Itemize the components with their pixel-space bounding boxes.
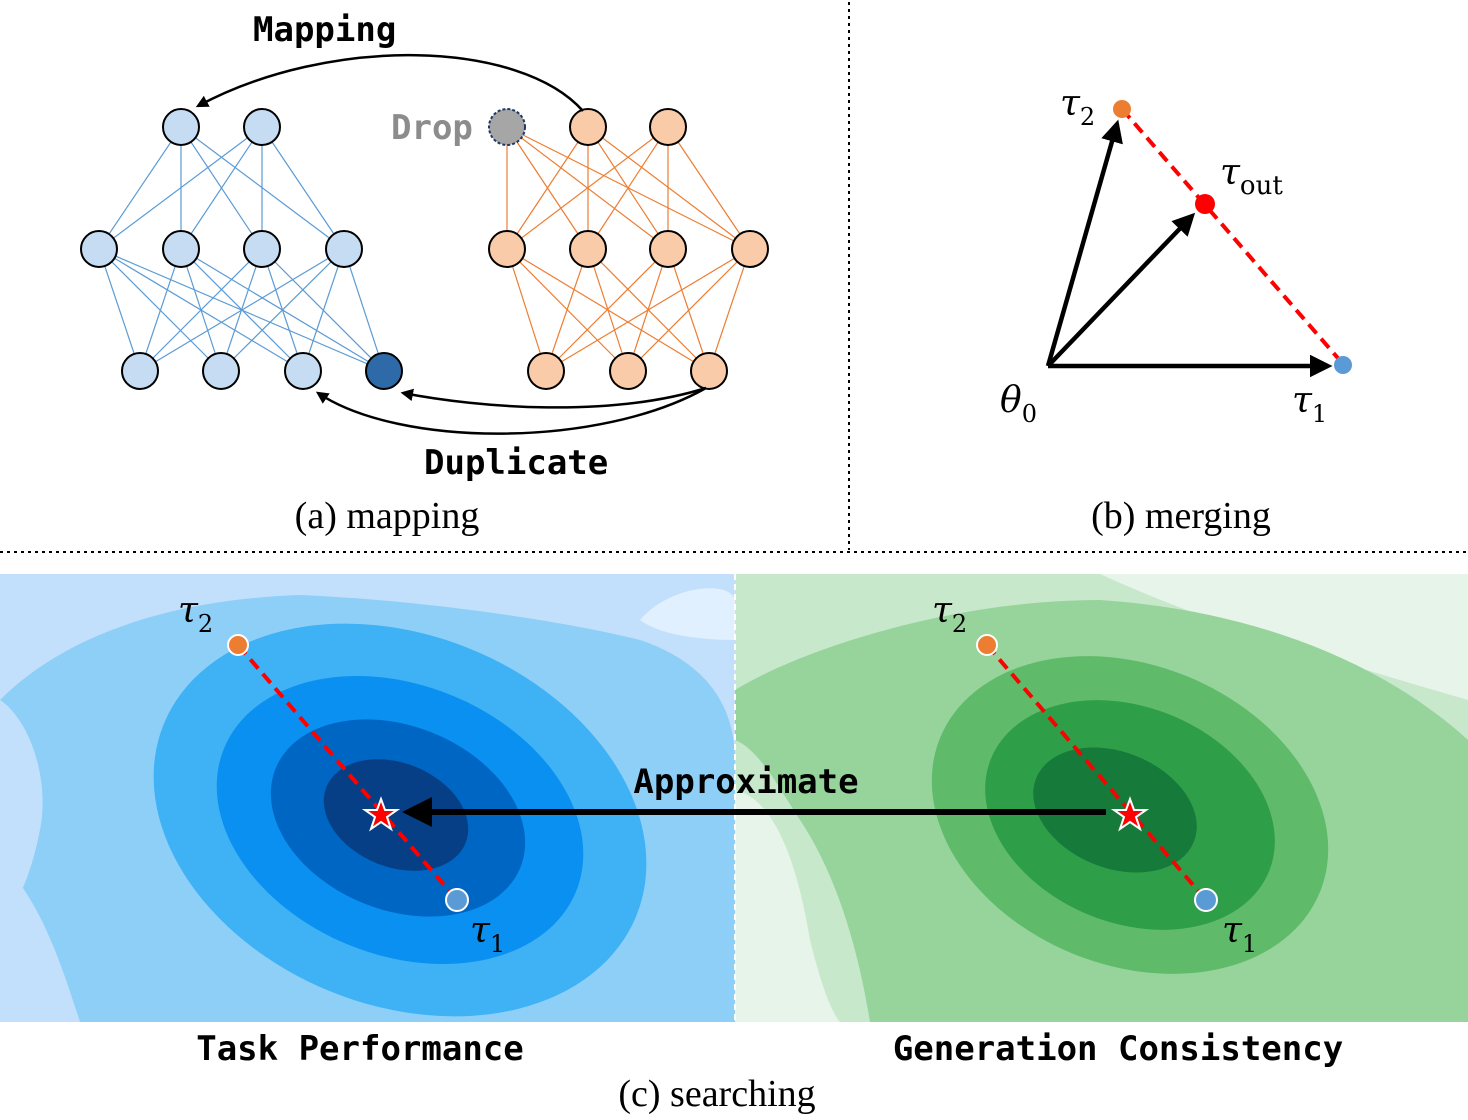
orange-node (527, 352, 565, 390)
orange-network (488, 108, 769, 390)
caption-c: (c) searching (618, 1073, 815, 1115)
tau-out-point (1195, 194, 1215, 214)
orange-node (609, 352, 647, 390)
panel-c: Approximate τ2 τ1 τ2 τ1 Task Performance… (0, 574, 1468, 1115)
left-tau1-point (445, 888, 469, 912)
tau1-point (1334, 356, 1352, 374)
theta0-label: θ0 (1000, 380, 1037, 428)
tau1-label: τ1 (1292, 380, 1327, 428)
blue-node (243, 230, 281, 268)
mapping-label: Mapping (253, 10, 396, 50)
orange-node (690, 352, 728, 390)
duplicate-arrow-1 (400, 386, 707, 409)
mapping-arrow (195, 53, 584, 112)
approximate-label: Approximate (633, 762, 858, 802)
orange-node (649, 230, 687, 268)
blue-node (243, 108, 281, 146)
duplicate-label: Duplicate (424, 443, 608, 483)
drop-label: Drop (391, 108, 473, 148)
blue-node (162, 108, 200, 146)
tau2-label: τ2 (1060, 83, 1095, 131)
orange-node (731, 230, 769, 268)
vector-tau2 (1045, 119, 1123, 367)
tau2-point (1113, 100, 1131, 118)
caption-b: (b) merging (1091, 495, 1271, 537)
task-performance-label: Task Performance (196, 1029, 524, 1069)
blue-edges (98, 126, 385, 372)
duplicate-arrow-2 (315, 386, 707, 435)
blue-node (284, 352, 322, 390)
left-optimum-star (361, 796, 401, 832)
orange-node (649, 108, 687, 146)
panel-a: Mapping Drop Duplicate (a) mapping (80, 10, 769, 537)
interpolation-line (1120, 107, 1345, 366)
generation-consistency-contour (735, 574, 1468, 1022)
panel-b: τ2 τout θ0 τ1 (b) merging (1000, 83, 1352, 537)
orange-node (488, 230, 526, 268)
orange-node (569, 108, 607, 146)
blue-network (80, 108, 403, 390)
blue-node (325, 230, 363, 268)
orange-node (569, 230, 607, 268)
right-tau2-point (976, 634, 998, 656)
left-tau2-point (227, 634, 249, 656)
caption-a: (a) mapping (295, 495, 480, 537)
task-performance-contour (0, 574, 735, 1022)
duplicated-node (365, 352, 403, 390)
generation-consistency-label: Generation Consistency (893, 1029, 1343, 1069)
blue-node (80, 230, 118, 268)
right-optimum-star (1110, 796, 1150, 832)
orange-edges (506, 126, 751, 372)
right-tau1-label: τ1 (1222, 910, 1257, 958)
left-tau1-label: τ1 (470, 910, 505, 958)
vector-tau-out (1046, 212, 1196, 368)
blue-node (162, 230, 200, 268)
blue-node (121, 352, 159, 390)
left-tau2-label: τ2 (178, 590, 213, 638)
tau-out-label: τout (1220, 152, 1283, 201)
dropped-node (488, 108, 526, 146)
right-tau2-label: τ2 (932, 590, 967, 638)
blue-node (202, 352, 240, 390)
right-tau1-point (1194, 888, 1218, 912)
